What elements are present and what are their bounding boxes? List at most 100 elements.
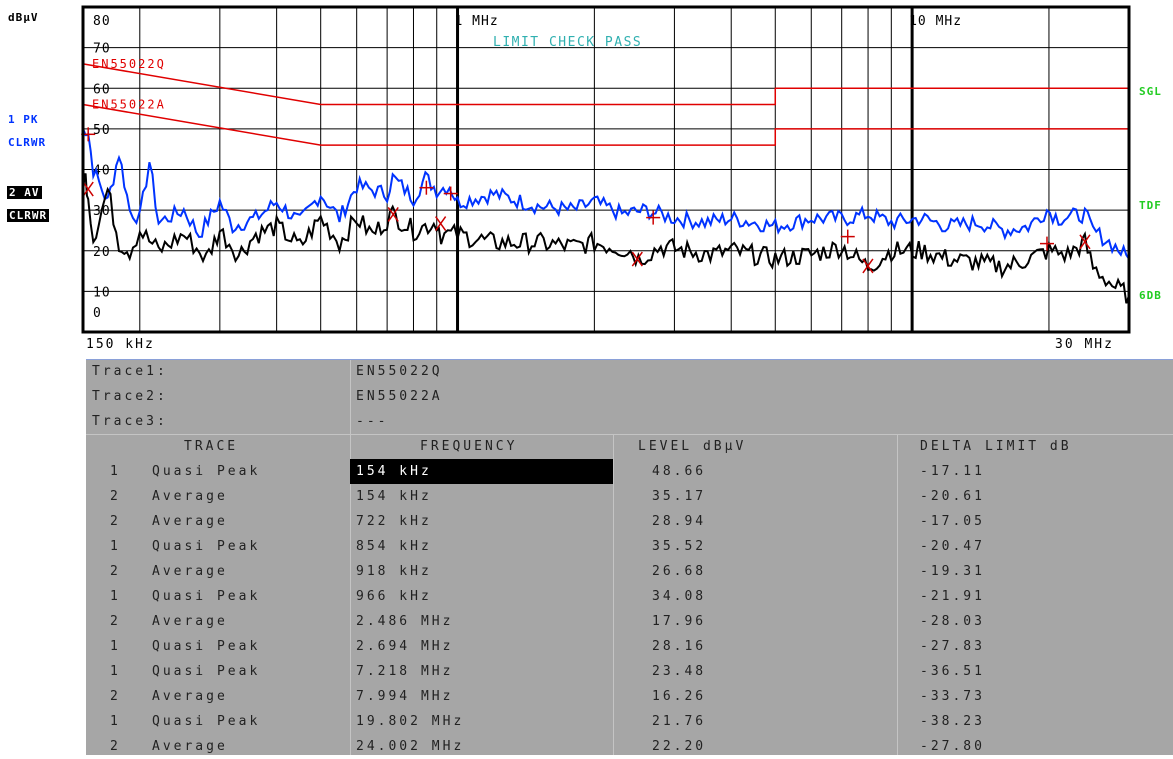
peak-marker-x bbox=[435, 216, 447, 232]
y-tick-label: 80 bbox=[93, 14, 111, 29]
header-frequency: FREQUENCY bbox=[420, 439, 518, 454]
table-divider bbox=[350, 359, 351, 755]
table-row[interactable]: 2 Average 24.002 MHz 22.20 -27.80 bbox=[86, 734, 1173, 759]
row-frequency[interactable]: 966 kHz bbox=[356, 589, 432, 604]
6db-label: 6DB bbox=[1139, 289, 1162, 302]
table-divider bbox=[613, 434, 614, 755]
row-delta-limit: -38.23 bbox=[920, 714, 985, 729]
peak-marker-x bbox=[82, 181, 94, 197]
sgl-label: SGL bbox=[1139, 85, 1162, 98]
header-trace: TRACE bbox=[184, 439, 239, 454]
row-delta-limit: -19.31 bbox=[920, 564, 985, 579]
peak-marker-plus bbox=[646, 210, 661, 225]
x-marker-label: 10 MHz bbox=[909, 14, 962, 29]
row-frequency[interactable]: 154 kHz bbox=[356, 489, 432, 504]
tdf-label: TDF bbox=[1139, 199, 1162, 212]
row-delta-limit: -20.47 bbox=[920, 539, 985, 554]
row-frequency[interactable]: 19.802 MHz bbox=[356, 714, 465, 729]
table-row[interactable]: 2 Average 722 kHz 28.94 -17.05 bbox=[86, 509, 1173, 534]
row-frequency[interactable]: 722 kHz bbox=[356, 514, 432, 529]
row-level: 35.17 bbox=[652, 489, 707, 504]
table-row[interactable]: 2 Average 7.994 MHz 16.26 -33.73 bbox=[86, 684, 1173, 709]
table-row[interactable]: 2 Average 2.486 MHz 17.96 -28.03 bbox=[86, 609, 1173, 634]
marker-stroke bbox=[387, 206, 399, 222]
row-detector: Quasi Peak bbox=[152, 539, 261, 554]
row-detector: Average bbox=[152, 739, 228, 754]
row-level: 17.96 bbox=[652, 614, 707, 629]
row-delta-limit: -33.73 bbox=[920, 689, 985, 704]
row-delta-limit: -27.83 bbox=[920, 639, 985, 654]
y-tick-label: 50 bbox=[93, 123, 111, 138]
table-row[interactable]: 1 Quasi Peak 154 kHz 48.66 -17.11 bbox=[86, 459, 1173, 484]
table-divider bbox=[897, 434, 898, 755]
trace-def-label: Trace2: bbox=[92, 389, 168, 404]
row-level: 28.94 bbox=[652, 514, 707, 529]
table-row[interactable]: 1 Quasi Peak 7.218 MHz 23.48 -36.51 bbox=[86, 659, 1173, 684]
table-row[interactable]: 2 Average 918 kHz 26.68 -19.31 bbox=[86, 559, 1173, 584]
table-row[interactable]: 1 Quasi Peak 854 kHz 35.52 -20.47 bbox=[86, 534, 1173, 559]
row-level: 26.68 bbox=[652, 564, 707, 579]
row-level: 28.16 bbox=[652, 639, 707, 654]
peak-markers bbox=[81, 127, 1091, 274]
marker-stroke bbox=[435, 216, 447, 232]
table-row[interactable]: 1 Quasi Peak 966 kHz 34.08 -21.91 bbox=[86, 584, 1173, 609]
row-frequency[interactable]: 154 kHz bbox=[350, 459, 613, 484]
limit-line-label: EN55022Q bbox=[92, 57, 166, 71]
row-frequency[interactable]: 7.218 MHz bbox=[356, 664, 454, 679]
peak-marker-x bbox=[631, 251, 643, 267]
row-level: 34.08 bbox=[652, 589, 707, 604]
y-unit-label: dBµV bbox=[8, 11, 39, 24]
table-row[interactable]: 1 Quasi Peak 2.694 MHz 28.16 -27.83 bbox=[86, 634, 1173, 659]
y-tick-label: 20 bbox=[93, 245, 111, 260]
row-detector: Average bbox=[152, 564, 228, 579]
row-delta-limit: -20.61 bbox=[920, 489, 985, 504]
row-trace-number: 2 bbox=[110, 614, 121, 629]
limit-line-label: EN55022A bbox=[92, 98, 166, 112]
table-row[interactable]: 2 Average 154 kHz 35.17 -20.61 bbox=[86, 484, 1173, 509]
trace-def-label: Trace1: bbox=[92, 364, 168, 379]
table-row[interactable]: 1 Quasi Peak 19.802 MHz 21.76 -38.23 bbox=[86, 709, 1173, 734]
y-tick-label: 60 bbox=[93, 82, 111, 97]
row-frequency[interactable]: 2.486 MHz bbox=[356, 614, 454, 629]
row-delta-limit: -21.91 bbox=[920, 589, 985, 604]
y-tick-label: 0 bbox=[93, 306, 102, 321]
peak-marker-x bbox=[1079, 234, 1091, 250]
row-detector: Average bbox=[152, 614, 228, 629]
trace2-label: 2 AV bbox=[7, 186, 42, 199]
row-frequency[interactable]: 918 kHz bbox=[356, 564, 432, 579]
row-frequency[interactable]: 7.994 MHz bbox=[356, 689, 454, 704]
row-frequency[interactable]: 2.694 MHz bbox=[356, 639, 454, 654]
marker-stroke bbox=[1079, 234, 1091, 250]
marker-stroke bbox=[862, 258, 874, 274]
row-detector: Average bbox=[152, 489, 228, 504]
trace-def-label: Trace3: bbox=[92, 414, 168, 429]
row-frequency[interactable]: 24.002 MHz bbox=[356, 739, 465, 754]
trace1-label: 1 PK bbox=[8, 113, 39, 126]
row-frequency[interactable]: 854 kHz bbox=[356, 539, 432, 554]
row-delta-limit: -36.51 bbox=[920, 664, 985, 679]
table-divider bbox=[86, 434, 1173, 435]
row-detector: Quasi Peak bbox=[152, 464, 261, 479]
row-trace-number: 1 bbox=[110, 714, 121, 729]
x-marker-label: 1 MHz bbox=[455, 14, 499, 29]
table-header-row: TRACE FREQUENCY LEVEL dBµV DELTA LIMIT d… bbox=[86, 434, 1173, 459]
limit-lines: EN55022Q EN55022A bbox=[82, 57, 1129, 146]
trace-def-value: EN55022A bbox=[356, 389, 443, 404]
trace-def-value: --- bbox=[356, 414, 389, 429]
trace-definition-row: Trace2: EN55022A bbox=[86, 384, 1173, 409]
row-trace-number: 1 bbox=[110, 639, 121, 654]
row-level: 16.26 bbox=[652, 689, 707, 704]
x-marker-labels: 1 MHz 10 MHz bbox=[455, 14, 962, 29]
y-tick-label: 10 bbox=[93, 285, 111, 300]
limit-line bbox=[82, 63, 1129, 106]
marker-stroke bbox=[631, 251, 643, 267]
row-detector: Quasi Peak bbox=[152, 589, 261, 604]
row-level: 21.76 bbox=[652, 714, 707, 729]
limit-check-banner: LIMIT CHECK PASS bbox=[493, 35, 642, 50]
row-detector: Quasi Peak bbox=[152, 664, 261, 679]
row-trace-number: 2 bbox=[110, 489, 121, 504]
row-detector: Average bbox=[152, 689, 228, 704]
peak-marker-plus bbox=[443, 186, 458, 201]
row-delta-limit: -28.03 bbox=[920, 614, 985, 629]
